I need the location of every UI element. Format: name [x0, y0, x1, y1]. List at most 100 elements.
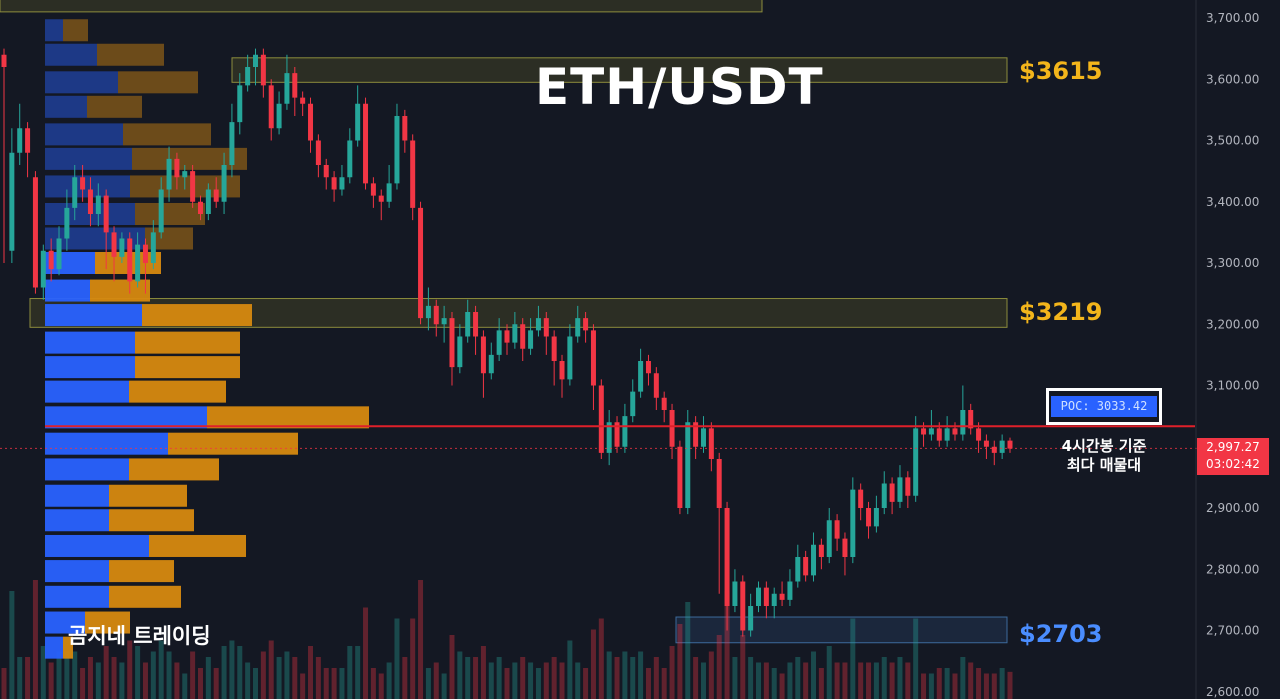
candle-body — [543, 318, 549, 337]
candle-body — [976, 428, 982, 441]
volume-bar — [64, 651, 70, 699]
volume-bar — [158, 640, 164, 699]
candle-body — [779, 593, 785, 600]
candle-body — [504, 330, 510, 343]
vp-sell-bar — [97, 43, 164, 66]
volume-bar — [119, 662, 125, 699]
volume-bar — [622, 651, 628, 699]
volume-bar — [142, 662, 148, 699]
volume-bar — [645, 668, 651, 699]
volume-bar — [535, 668, 541, 699]
candle-body — [551, 336, 557, 361]
volume-bar — [921, 673, 927, 699]
candle-body — [661, 397, 667, 410]
candle-body — [881, 483, 887, 508]
vp-buy-bar — [45, 356, 135, 379]
volume-bar — [229, 640, 235, 699]
candle-body — [457, 336, 463, 368]
candle-body — [103, 195, 109, 233]
vp-buy-bar — [45, 534, 149, 557]
volume-bar — [370, 668, 376, 699]
volume-bar — [685, 602, 691, 699]
chart-overlay — [0, 425, 1197, 449]
volume-bar — [127, 640, 133, 699]
volume-bar — [858, 662, 864, 699]
volume-bar — [630, 657, 636, 699]
poc-note-line1: 4시간봉 기준 — [1061, 437, 1147, 455]
volume-bar — [889, 662, 895, 699]
volume-bar — [103, 646, 109, 699]
volume-bar — [905, 662, 911, 699]
chart-title: ETH/USDT — [535, 58, 824, 116]
candle-body — [308, 103, 314, 141]
candle-body — [449, 318, 455, 368]
candle-body — [17, 128, 23, 153]
vp-buy-bar — [45, 406, 207, 429]
volume-bar — [449, 635, 455, 699]
vp-sell-bar — [129, 458, 219, 481]
candle-body — [1007, 440, 1013, 449]
volume-bar — [72, 651, 78, 699]
vp-sell-bar — [85, 611, 130, 634]
candle-body — [921, 428, 927, 435]
candle-body — [40, 250, 46, 288]
candle-body — [512, 324, 518, 343]
candle-body — [339, 177, 345, 190]
candle-body — [535, 318, 541, 331]
vp-buy-bar — [45, 147, 132, 170]
volume-bar — [237, 646, 243, 699]
vp-sell-bar — [63, 636, 73, 659]
candle-body — [166, 158, 172, 190]
volume-bar — [425, 668, 431, 699]
vp-buy-bar — [45, 71, 118, 94]
candle-body — [488, 354, 494, 374]
candle-body — [583, 318, 589, 331]
volume-bar — [260, 651, 266, 699]
candle-body — [72, 177, 78, 208]
vp-sell-bar — [149, 534, 246, 557]
candle-body — [276, 103, 282, 129]
volume-bar — [174, 662, 180, 699]
volume-bar — [669, 646, 675, 699]
vp-buy-bar — [45, 636, 63, 659]
candle-body — [441, 318, 447, 325]
volume-bar — [881, 657, 887, 699]
candle-body — [669, 410, 675, 447]
zone-2703 — [675, 616, 1008, 644]
vp-buy-bar — [45, 458, 129, 481]
volume-bar — [968, 662, 974, 699]
vp-sell-bar — [118, 71, 198, 94]
zone-3615 — [231, 57, 1008, 83]
candle-body — [685, 422, 691, 508]
candle-body — [763, 587, 769, 606]
vp-buy-bar — [45, 279, 90, 302]
volume-bar — [378, 673, 384, 699]
candle-body — [873, 508, 879, 527]
volume-bar — [221, 646, 227, 699]
volume-bar — [488, 662, 494, 699]
candle-body — [425, 305, 431, 319]
candle-body — [158, 189, 164, 233]
volume-bar — [724, 591, 730, 699]
candle-body — [842, 538, 848, 557]
volume-bar — [25, 657, 31, 699]
volume-bar — [638, 651, 644, 699]
candle-body — [740, 581, 746, 631]
candle-body — [323, 165, 329, 178]
volume-bar — [80, 668, 86, 699]
volume-bar — [504, 668, 510, 699]
candle-body — [363, 103, 369, 184]
candle-body — [64, 207, 70, 239]
y-tick-label: 3,700.00 — [1206, 11, 1259, 25]
volume-bar — [928, 673, 934, 699]
candle-body — [559, 361, 565, 380]
volume-bar — [653, 657, 659, 699]
volume-bar — [740, 635, 746, 699]
volume-bar — [842, 662, 848, 699]
y-tick-label: 3,500.00 — [1206, 134, 1259, 148]
candle-body — [480, 336, 486, 374]
volume-bar — [850, 618, 856, 699]
candle-body — [834, 520, 840, 539]
candle-body — [127, 238, 133, 282]
